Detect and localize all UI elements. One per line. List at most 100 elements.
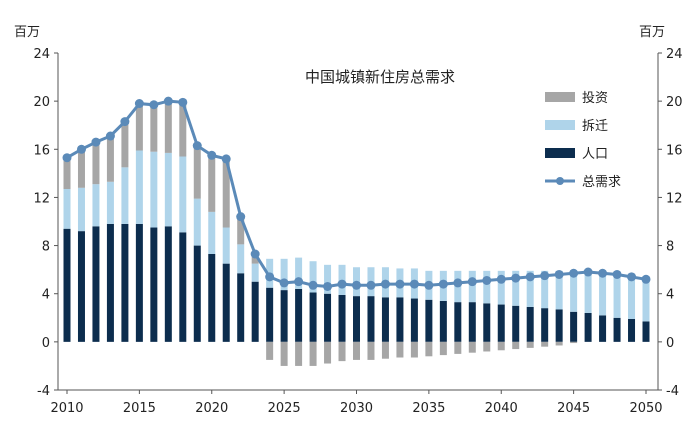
total-point	[91, 137, 101, 147]
total-point	[453, 278, 463, 288]
bar-relocation	[280, 258, 288, 291]
total-point	[250, 249, 260, 259]
bar-relocation	[613, 274, 621, 318]
total-point	[424, 280, 434, 290]
bar-population	[237, 273, 245, 342]
legend-swatch-investment	[545, 92, 575, 102]
total-point	[294, 277, 304, 287]
right-tick-label: 12	[666, 191, 683, 206]
total-point	[62, 153, 72, 163]
bar-relocation	[324, 264, 332, 294]
total-point	[192, 141, 202, 151]
bar-investment	[338, 341, 346, 362]
left-tick-label: -4	[37, 384, 50, 399]
bar-relocation	[512, 270, 520, 306]
bar-population	[164, 226, 172, 342]
bar-population	[613, 317, 621, 342]
bar-investment	[410, 341, 418, 358]
bar-relocation	[584, 272, 592, 313]
bar-investment	[135, 103, 143, 151]
total-point	[525, 272, 535, 282]
bar-population	[222, 263, 230, 342]
legend-label-relocation: 拆迁	[582, 119, 608, 134]
bar-relocation	[309, 261, 317, 293]
bar-population	[483, 303, 491, 342]
bar-investment	[251, 253, 259, 264]
legend-label-population: 人口	[582, 147, 608, 162]
total-point	[105, 131, 115, 141]
right-tick-label: 0	[666, 336, 674, 351]
bar-relocation	[295, 257, 303, 289]
total-point	[641, 274, 651, 284]
bar-investment	[193, 146, 201, 199]
legend-swatch-population	[545, 148, 575, 158]
total-point	[395, 279, 405, 289]
bar-relocation	[135, 150, 143, 224]
bar-population	[338, 294, 346, 342]
total-point	[134, 99, 144, 109]
bar-relocation	[526, 270, 534, 307]
bar-relocation	[237, 244, 245, 274]
total-point	[76, 144, 86, 154]
bar-relocation	[251, 263, 259, 282]
x-tick-label: 2040	[485, 401, 518, 416]
left-tick-label: 12	[33, 191, 50, 206]
bar-investment	[381, 341, 389, 359]
x-tick-label: 2035	[412, 401, 445, 416]
bar-population	[454, 302, 462, 342]
bar-population	[353, 296, 360, 342]
legend-swatch-relocation	[545, 120, 575, 130]
bar-investment	[208, 155, 216, 212]
right-tick-label: 16	[666, 143, 683, 158]
total-point	[380, 279, 390, 289]
total-point	[221, 154, 231, 164]
x-tick-label: 2030	[340, 401, 373, 416]
bar-relocation	[642, 279, 650, 322]
total-point	[366, 280, 376, 290]
bar-population	[193, 245, 201, 342]
left-y-axis: -4 0 4 8 12 16 20 24	[33, 47, 58, 399]
total-point	[583, 267, 593, 277]
right-tick-label: 4	[666, 288, 674, 303]
bar-investment	[541, 341, 549, 347]
right-tick-label: -4	[666, 384, 679, 399]
x-tick-label: 2020	[195, 401, 228, 416]
bar-population	[266, 287, 274, 342]
bar-population	[179, 232, 187, 342]
bar-population	[367, 296, 375, 342]
total-point	[409, 279, 419, 289]
right-unit-label: 百万	[639, 25, 665, 40]
bar-relocation	[164, 152, 172, 227]
total-point	[482, 275, 492, 285]
total-point	[598, 268, 608, 278]
bar-relocation	[570, 272, 578, 312]
legend-swatch-total-marker	[556, 177, 564, 185]
bar-investment	[570, 341, 578, 344]
bar-investment	[77, 149, 85, 188]
bar-investment	[526, 341, 534, 348]
bar-population	[497, 304, 505, 342]
bar-investment	[121, 121, 129, 168]
bar-population	[541, 308, 549, 342]
bar-population	[555, 309, 563, 342]
total-point	[265, 272, 275, 282]
total-point	[308, 280, 318, 290]
bar-investment	[439, 341, 447, 356]
bar-population	[642, 321, 650, 342]
total-point	[323, 281, 333, 291]
bar-investment	[396, 341, 404, 358]
bar-population	[135, 223, 143, 342]
bar-relocation	[193, 198, 201, 246]
total-point	[163, 96, 173, 106]
right-tick-label: 20	[666, 95, 683, 110]
bar-investment	[367, 341, 375, 360]
total-point	[627, 272, 637, 282]
bar-population	[251, 281, 259, 342]
bar-investment	[512, 341, 520, 350]
plot-frame	[57, 53, 659, 391]
legend-label-total: 总需求	[582, 175, 621, 190]
total-point	[236, 212, 246, 222]
total-line	[62, 96, 651, 291]
bar-relocation	[179, 156, 187, 233]
